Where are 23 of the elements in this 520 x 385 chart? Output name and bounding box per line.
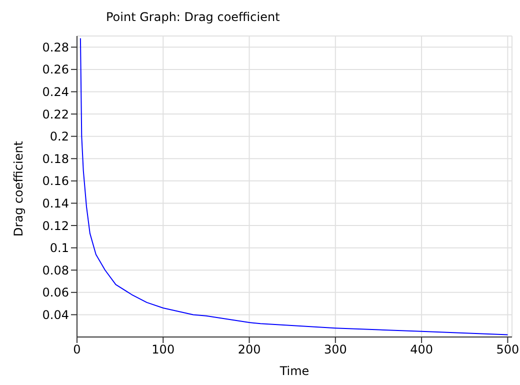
chart-title: Point Graph: Drag coefficient [106,10,280,24]
y-axis-title: Drag coefficient [11,140,26,236]
y-tick-label: 0.1 [50,241,69,256]
y-tick-label: 0.06 [42,286,69,300]
y-tick-label: 0.08 [42,263,69,278]
x-tick-label: 400 [410,342,434,357]
y-tick-label: 0.12 [42,218,69,233]
x-tick-label: 300 [324,342,347,357]
y-tick-label: 0.2 [50,130,69,144]
y-tick-label: 0.18 [42,152,69,166]
line-series [80,38,508,336]
y-tick-label: 0.22 [42,107,69,122]
x-tick-label: 0 [73,342,81,357]
y-tick-label: 0.16 [42,174,69,188]
y-tick-label: 0.24 [42,85,69,99]
y-tick-label: 0.14 [42,196,69,210]
x-tick-label: 200 [238,342,261,357]
x-tick-label: 100 [152,342,175,357]
x-tick-label: 500 [496,342,520,357]
x-axis-title: Time [278,364,310,378]
y-tick-label: 0.28 [42,40,69,54]
y-tick-label: 0.26 [42,62,69,77]
y-tick-label: 0.04 [42,308,69,322]
